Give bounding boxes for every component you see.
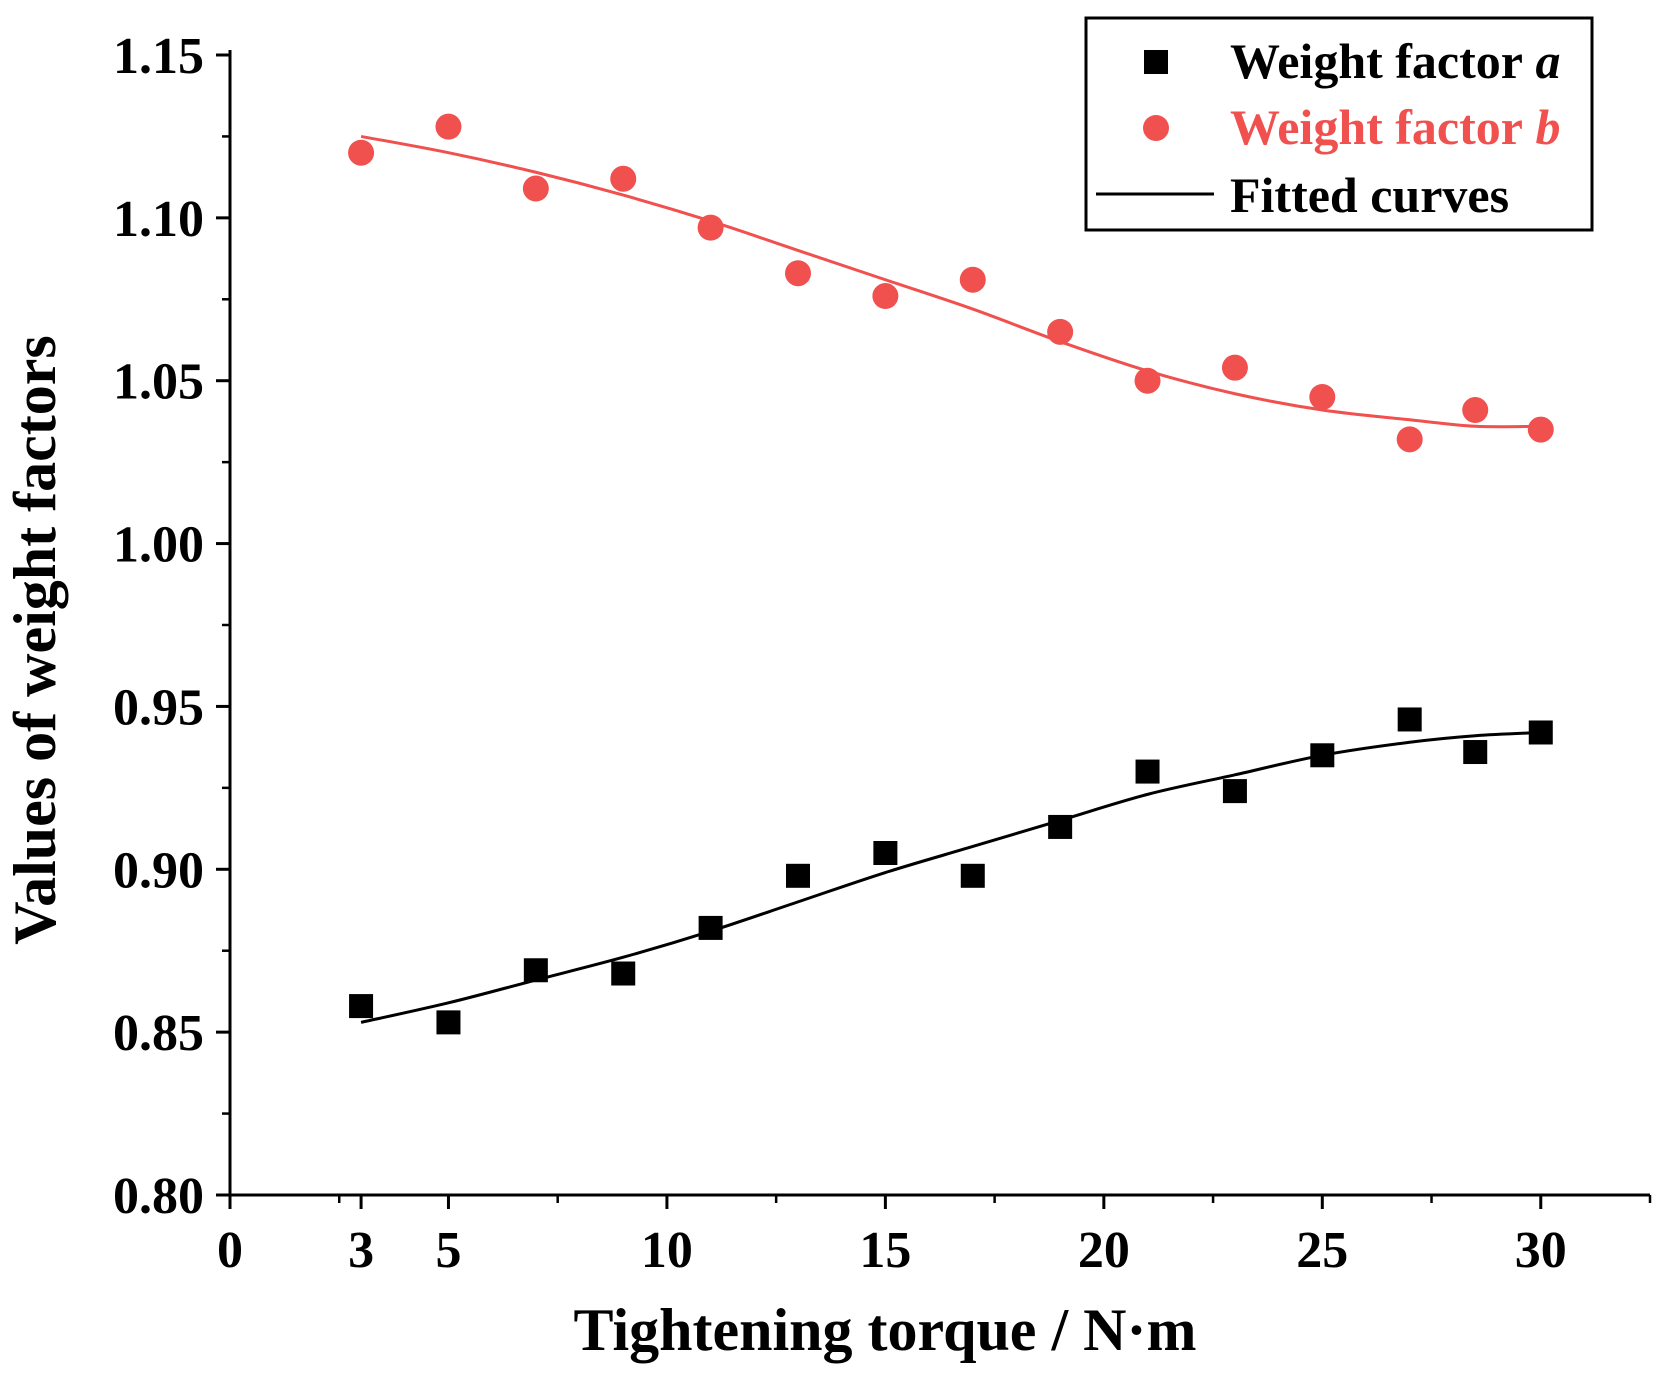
data-point-square xyxy=(960,863,985,888)
x-tick-label: 0 xyxy=(217,1222,243,1279)
data-point-circle xyxy=(1396,426,1423,453)
data-point-square xyxy=(611,961,636,986)
data-point-circle xyxy=(697,214,724,241)
data-point-square xyxy=(1528,720,1553,745)
data-point-circle xyxy=(1527,416,1554,443)
x-tick-label: 15 xyxy=(859,1222,911,1279)
data-point-square xyxy=(1222,779,1247,804)
y-tick-label: 0.90 xyxy=(113,842,204,899)
legend-label-2: Weight factor b xyxy=(1230,99,1560,155)
data-point-square xyxy=(698,915,723,940)
x-axis-title: Tightening torque / N·m xyxy=(574,1297,1197,1363)
fit-curve-series-1 xyxy=(360,730,1541,1024)
y-tick-label: 1.00 xyxy=(113,517,204,574)
legend-marker-circle xyxy=(1143,115,1169,141)
legend-label-1: Weight factor a xyxy=(1230,33,1560,89)
legend-label-italic: b xyxy=(1523,99,1561,155)
data-point-circle xyxy=(785,260,811,287)
legend-label-3: Fitted curves xyxy=(1230,167,1509,223)
y-axis-title: Values of weight factors xyxy=(2,335,68,944)
data-point-square xyxy=(1310,743,1335,768)
legend-label-italic: a xyxy=(1523,33,1561,89)
y-tick-label: 1.15 xyxy=(113,28,204,85)
data-points xyxy=(348,113,1554,1035)
legend-label-text: Weight factor xyxy=(1230,33,1523,89)
x-tick-label: 20 xyxy=(1078,1222,1130,1279)
data-point-square xyxy=(1048,814,1073,839)
axes: 0 3 5 10 15 20 25 30 0.80 0.85 0.90 0.95 1.00 1.05 1.1… xyxy=(113,28,1652,1279)
x-tick-label: 5 xyxy=(435,1222,461,1279)
data-point-circle xyxy=(522,175,549,202)
data-point-circle xyxy=(348,139,375,166)
data-point-square xyxy=(1397,707,1422,732)
y-tick-label: 0.80 xyxy=(113,1168,204,1225)
data-point-square xyxy=(349,994,374,1019)
data-point-circle xyxy=(435,113,462,140)
data-point-circle xyxy=(872,283,899,310)
fitted-curves xyxy=(360,134,1541,1024)
data-point-circle xyxy=(959,266,986,293)
data-point-square xyxy=(1135,759,1160,784)
y-tick-label: 1.05 xyxy=(113,354,204,411)
data-point-circle xyxy=(1221,354,1248,381)
data-point-circle xyxy=(1309,384,1336,410)
data-point-circle xyxy=(1462,397,1489,424)
y-tick-label: 0.85 xyxy=(113,1005,204,1062)
data-point-square xyxy=(436,1010,461,1035)
x-tick-label: 10 xyxy=(641,1222,693,1279)
fit-curve-series-2 xyxy=(360,134,1541,429)
data-point-square xyxy=(523,958,548,983)
legend-label-text: Weight factor xyxy=(1230,99,1523,155)
data-point-square xyxy=(786,863,810,888)
x-tick-label: 25 xyxy=(1296,1222,1348,1279)
x-tick-label: 3 xyxy=(348,1222,374,1279)
y-tick-label: 0.95 xyxy=(113,679,204,736)
data-point-square xyxy=(1463,740,1488,765)
legend-marker-square xyxy=(1144,50,1168,74)
data-point-circle xyxy=(1134,367,1161,394)
data-point-square xyxy=(873,841,898,865)
y-tick-label: 1.10 xyxy=(113,191,204,248)
data-point-circle xyxy=(1047,318,1074,345)
x-tick-label: 30 xyxy=(1515,1222,1567,1279)
legend-label-text: Fitted curves xyxy=(1230,167,1509,223)
data-point-circle xyxy=(610,165,637,192)
